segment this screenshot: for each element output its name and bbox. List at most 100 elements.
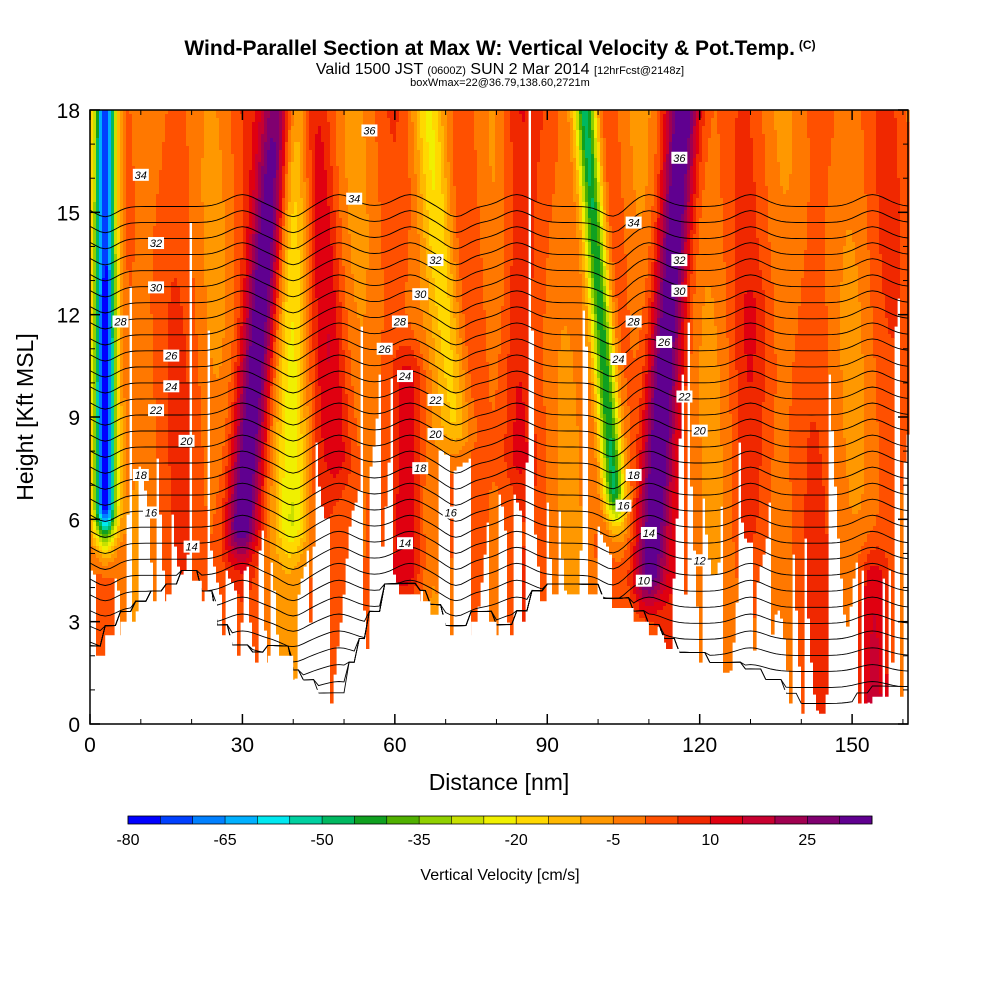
velocity-cell	[693, 158, 697, 195]
velocity-cell	[588, 278, 592, 299]
velocity-cell	[282, 358, 286, 479]
velocity-cell	[267, 370, 271, 399]
x-tick-label: 90	[536, 734, 559, 757]
velocity-cell	[435, 366, 439, 447]
velocity-cell	[894, 110, 898, 119]
velocity-cell	[609, 362, 613, 383]
velocity-cell	[366, 494, 370, 691]
velocity-cell	[306, 178, 310, 407]
velocity-cell	[618, 486, 622, 495]
velocity-cell	[420, 310, 424, 355]
velocity-cell	[294, 362, 298, 539]
velocity-cell	[591, 298, 595, 315]
velocity-cell	[246, 110, 250, 227]
velocity-cell	[642, 590, 646, 599]
velocity-cell	[603, 302, 607, 331]
colorbar-swatch	[257, 816, 291, 824]
velocity-cell	[618, 542, 622, 563]
theta-label: 30	[412, 288, 429, 301]
velocity-cell	[279, 250, 283, 279]
velocity-cell	[258, 398, 262, 431]
velocity-cell	[237, 454, 241, 483]
velocity-cell	[114, 534, 118, 539]
velocity-cell	[288, 110, 292, 131]
velocity-cell	[408, 366, 412, 583]
velocity-cell	[594, 314, 598, 339]
velocity-cell	[825, 534, 829, 695]
velocity-cell	[753, 534, 757, 619]
velocity-cell	[618, 370, 622, 399]
velocity-cell	[654, 358, 658, 391]
velocity-cell	[600, 166, 604, 187]
velocity-cell	[396, 122, 400, 351]
velocity-cell	[717, 110, 721, 135]
theta-label-text: 34	[135, 170, 147, 182]
velocity-cell	[678, 290, 682, 331]
velocity-cell	[894, 118, 898, 327]
velocity-cell	[888, 334, 892, 571]
velocity-cell	[885, 318, 889, 559]
velocity-cell	[249, 110, 253, 171]
velocity-cell	[651, 206, 655, 263]
velocity-cell	[258, 122, 262, 163]
velocity-cell	[465, 402, 469, 443]
velocity-cell	[738, 110, 742, 443]
velocity-cell	[588, 110, 592, 139]
velocity-cell	[657, 258, 661, 291]
theta-label: 34	[132, 168, 149, 182]
velocity-cell	[603, 414, 607, 439]
velocity-cell	[108, 510, 112, 519]
velocity-cell	[129, 114, 133, 287]
velocity-cell	[459, 450, 463, 467]
velocity-cell	[612, 534, 616, 543]
velocity-cell	[654, 614, 658, 627]
velocity-cell	[507, 354, 511, 479]
velocity-cell	[234, 570, 238, 591]
valid-time: Valid 1500 JST	[315, 61, 423, 78]
velocity-cell	[561, 110, 565, 331]
velocity-cell	[351, 110, 355, 275]
velocity-cell	[705, 162, 709, 287]
velocity-cell	[657, 174, 661, 219]
velocity-cell	[726, 338, 730, 699]
velocity-cell	[423, 370, 427, 487]
velocity-cell	[246, 386, 250, 535]
velocity-cell	[126, 110, 130, 271]
theta-contour-line	[89, 530, 909, 554]
velocity-cell	[588, 138, 592, 187]
velocity-cell	[618, 534, 622, 543]
velocity-cell	[618, 526, 622, 535]
velocity-cell	[468, 110, 472, 375]
velocity-cell	[801, 110, 805, 279]
theta-label: 20	[427, 428, 444, 441]
velocity-cell	[348, 110, 352, 235]
velocity-cell	[873, 566, 877, 615]
velocity-cell	[105, 546, 109, 551]
velocity-cell	[606, 502, 610, 511]
colorbar-swatch	[580, 816, 614, 824]
velocity-cell	[624, 550, 628, 615]
theta-label-text: 18	[628, 470, 641, 482]
theta-contour-line	[89, 210, 909, 234]
theta-contour-line	[89, 466, 909, 490]
velocity-cell	[279, 434, 283, 539]
velocity-cell	[495, 390, 499, 487]
velocity-cell	[231, 522, 235, 531]
velocity-cell	[606, 250, 610, 271]
velocity-cell	[630, 486, 634, 503]
velocity-cell	[288, 514, 292, 523]
velocity-cell	[858, 302, 862, 511]
velocity-cell	[228, 562, 232, 579]
velocity-cell	[273, 110, 277, 143]
velocity-cell	[456, 454, 460, 467]
theta-label-bg	[671, 151, 688, 164]
velocity-cell	[261, 166, 265, 203]
velocity-cell	[234, 514, 238, 531]
velocity-cell	[594, 202, 598, 291]
velocity-cell	[132, 490, 136, 647]
velocity-cell	[588, 342, 592, 383]
velocity-cell	[399, 110, 403, 347]
velocity-cell	[606, 322, 610, 343]
velocity-cell	[489, 402, 493, 491]
velocity-cell	[729, 110, 733, 415]
